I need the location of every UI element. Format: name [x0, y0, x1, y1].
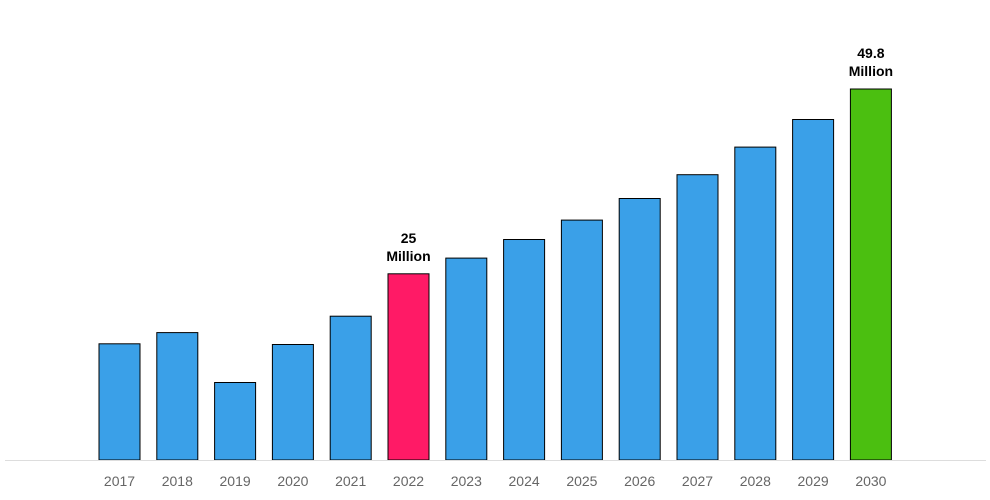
x-tick-label-2021: 2021 [335, 473, 366, 489]
bar-2029 [792, 119, 835, 461]
bar-2028 [734, 146, 777, 461]
data-label-2022-line-1: 25 [401, 230, 417, 246]
x-tick-label-2027: 2027 [682, 473, 713, 489]
bar-2026 [618, 198, 661, 461]
bar-2023 [445, 257, 488, 461]
bar-2021 [329, 315, 372, 461]
bar-2030 [849, 88, 892, 461]
data-label-2030-line-2: Million [849, 63, 893, 79]
x-tick-label-2023: 2023 [451, 473, 482, 489]
bar-2024 [503, 239, 546, 461]
data-label-2022-line-2: Million [386, 248, 430, 264]
x-axis-tick-labels: 2017 2018 2019 2020 2021 2022 2023 2024 2025 2026… [104, 473, 887, 489]
bar-2019 [214, 382, 257, 461]
x-tick-label-2017: 2017 [104, 473, 135, 489]
x-tick-label-2022: 2022 [393, 473, 424, 489]
x-tick-label-2024: 2024 [509, 473, 540, 489]
x-tick-label-2028: 2028 [740, 473, 771, 489]
bar-2025 [560, 219, 603, 461]
bar-2022 [387, 273, 430, 461]
bar-2017 [98, 343, 141, 461]
data-label-2022: 25 Million [386, 230, 430, 264]
data-label-2030-line-1: 49.8 [857, 45, 884, 61]
x-tick-label-2030: 2030 [855, 473, 886, 489]
x-tick-label-2025: 2025 [566, 473, 597, 489]
x-tick-label-2026: 2026 [624, 473, 655, 489]
bars-layer [98, 88, 892, 461]
x-tick-label-2018: 2018 [162, 473, 193, 489]
bar-2020 [271, 344, 314, 461]
x-tick-label-2029: 2029 [798, 473, 829, 489]
x-tick-label-2019: 2019 [220, 473, 251, 489]
data-labels-layer: 25 Million 49.8 Million [386, 45, 893, 264]
x-tick-label-2020: 2020 [277, 473, 308, 489]
bar-2027 [676, 174, 719, 461]
bar-2018 [156, 332, 199, 461]
data-label-2030: 49.8 Million [849, 45, 893, 79]
